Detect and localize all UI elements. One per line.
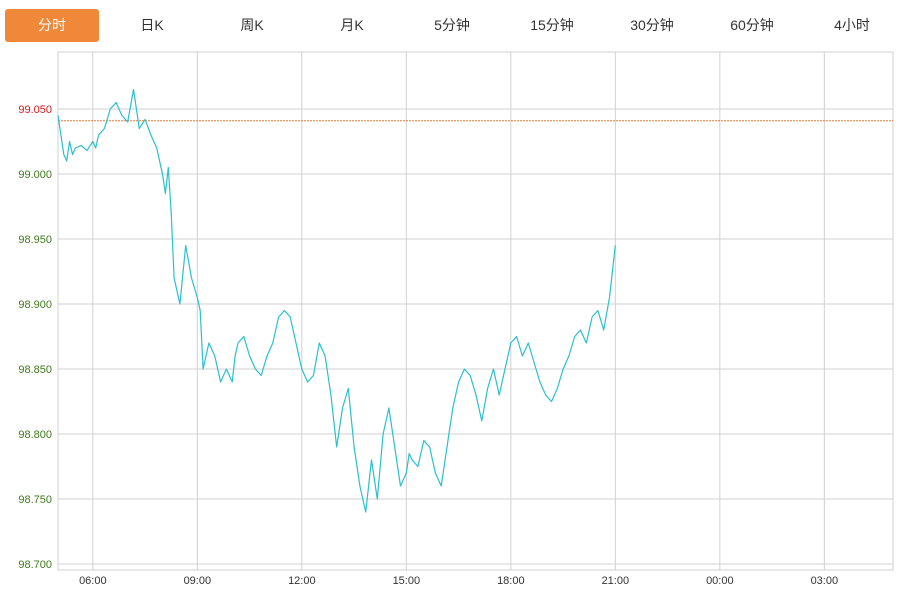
y-tick-label: 99.050: [18, 104, 52, 116]
x-tick-label: 18:00: [497, 575, 525, 587]
x-tick-label: 12:00: [288, 575, 316, 587]
tab-realtime[interactable]: 分时: [5, 9, 99, 42]
y-tick-label: 98.800: [18, 429, 52, 441]
tab-daily-k[interactable]: 日K: [140, 17, 164, 33]
y-tick-label: 98.750: [18, 494, 52, 506]
y-tick-label: 98.900: [18, 299, 52, 311]
tab-monthly-k[interactable]: 月K: [340, 17, 364, 33]
tab-15-minute[interactable]: 15分钟: [530, 17, 574, 33]
tab-weekly-k[interactable]: 周K: [240, 17, 264, 33]
x-tick-label: 21:00: [602, 575, 630, 587]
x-tick-label: 09:00: [184, 575, 212, 587]
x-tick-label: 06:00: [79, 575, 107, 587]
x-tick-label: 00:00: [706, 575, 734, 587]
period-tab-bar: 分时 日K 周K 月K 5分钟 15分钟 30分钟 60分钟 4小时: [5, 9, 905, 42]
tab-5-minute[interactable]: 5分钟: [434, 17, 470, 33]
y-tick-label: 98.850: [18, 364, 52, 376]
tab-4-hour[interactable]: 4小时: [834, 17, 870, 33]
tab-60-minute[interactable]: 60分钟: [730, 17, 774, 33]
tab-30-minute[interactable]: 30分钟: [630, 17, 674, 33]
y-tick-label: 99.000: [18, 169, 52, 181]
plot-frame: [57, 51, 894, 571]
x-tick-label: 03:00: [811, 575, 839, 587]
x-tick-label: 15:00: [393, 575, 421, 587]
price-line-series-0: [57, 88, 616, 513]
y-tick-label: 98.950: [18, 234, 52, 246]
y-tick-label: 98.700: [18, 559, 52, 571]
